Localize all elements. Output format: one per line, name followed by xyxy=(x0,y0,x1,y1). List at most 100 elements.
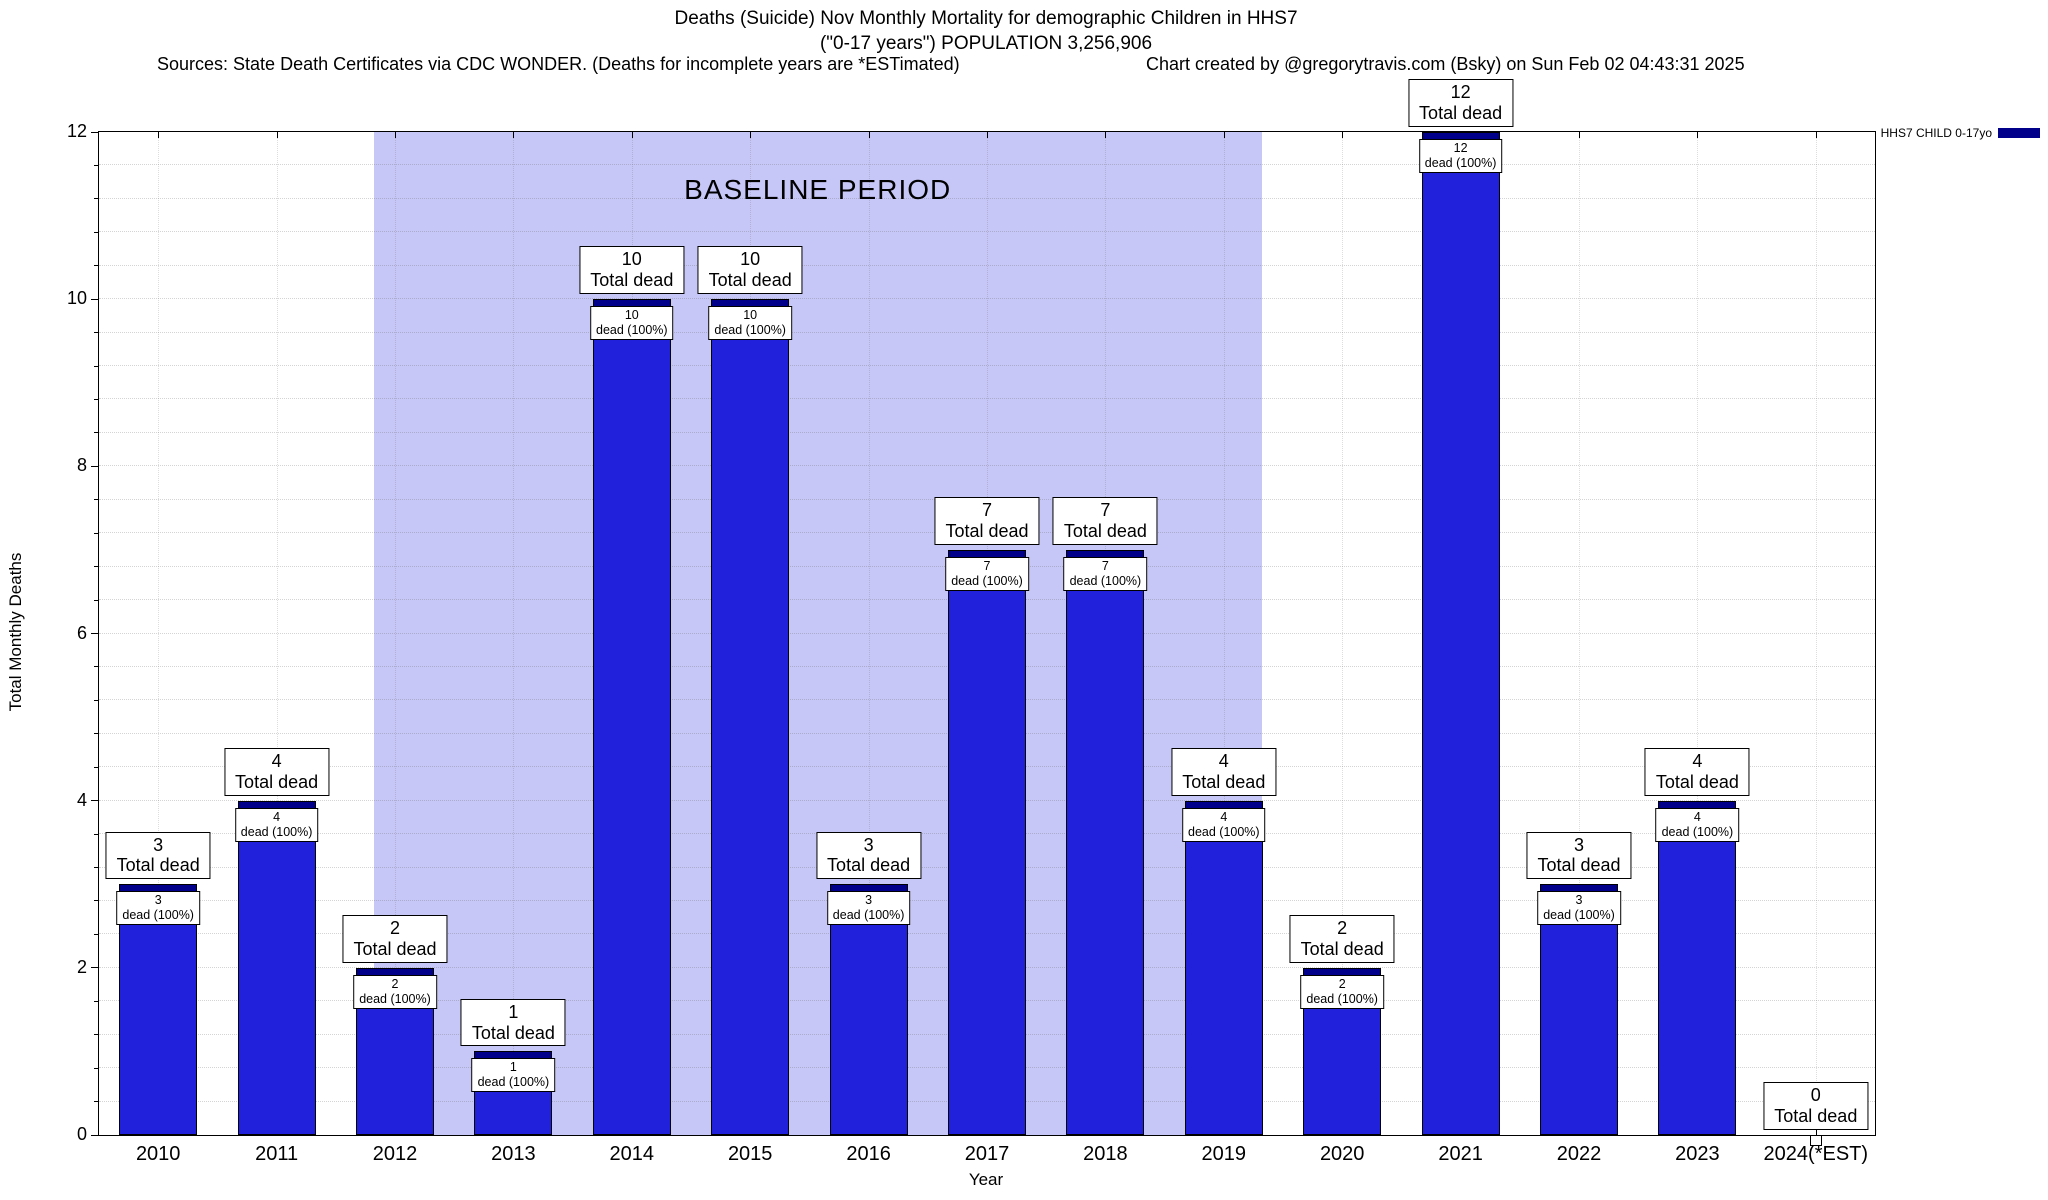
x-tick-label: 2010 xyxy=(135,1143,181,1165)
y-axis-tick xyxy=(91,800,99,802)
y-axis-tick xyxy=(91,967,99,969)
plot-area: BASELINE PERIOD 0 2 4 6 8 10 12 3 dead (100%) 3 Tot… xyxy=(67,79,1876,1165)
x-tick-label: 2019 xyxy=(1201,1143,1247,1165)
bar-top-cap xyxy=(1540,885,1618,892)
gridline-horizontal xyxy=(99,431,1875,433)
gridline-vertical xyxy=(1579,132,1580,1135)
y-tick-label: 8 xyxy=(76,455,87,476)
y-axis-minor-tick xyxy=(94,733,99,735)
gridline-vertical xyxy=(276,132,278,1135)
bar-inner-label: 1 dead (100%) xyxy=(471,1058,556,1093)
gridline-vertical xyxy=(1697,132,1699,1135)
bar-2010 xyxy=(119,884,198,1135)
bar-inner-label: 4 dead (100%) xyxy=(234,807,319,842)
top-axis-tick xyxy=(1579,132,1580,138)
bar-inner-label: 2 dead (100%) xyxy=(1300,974,1384,1009)
bar-2016 xyxy=(829,884,908,1135)
x-tick-label: 2013 xyxy=(491,1143,536,1165)
bar-2015 xyxy=(711,299,790,1135)
gridline-vertical xyxy=(868,132,870,1135)
y-axis-minor-tick xyxy=(94,566,99,568)
top-axis-tick xyxy=(987,132,988,138)
gridline-horizontal xyxy=(99,331,1875,333)
gridline-horizontal xyxy=(99,398,1875,400)
x-tick-label: 2022 xyxy=(1556,1143,1602,1165)
y-axis-tick xyxy=(91,465,99,467)
gridline-horizontal xyxy=(99,264,1875,266)
x-tick-label: 2020 xyxy=(1319,1143,1365,1165)
y-axis-minor-tick xyxy=(94,699,99,701)
y-tick-label: 2 xyxy=(76,956,87,977)
top-axis-tick xyxy=(868,132,870,138)
bar-top-cap xyxy=(1185,801,1262,808)
y-axis-tick xyxy=(91,633,99,634)
y-tick-label: 12 xyxy=(66,121,87,141)
legend: HHS7 CHILD 0-17yo xyxy=(1881,126,2040,140)
bar-inner-label: 10 dead (100%) xyxy=(708,306,792,341)
bar-2022 xyxy=(1539,884,1619,1135)
y-axis-title: Total Monthly Deaths xyxy=(6,552,25,712)
x-tick-label: 2024(*EST) xyxy=(1763,1143,1869,1165)
y-axis-minor-tick xyxy=(94,1101,99,1103)
top-axis-tick xyxy=(750,132,752,138)
y-axis-minor-tick xyxy=(94,432,99,434)
bar-top-cap xyxy=(593,300,670,307)
x-tick-label: 2021 xyxy=(1438,1143,1483,1165)
bar-total-label: 7 Total dead xyxy=(1052,497,1158,545)
sources-note: Sources: State Death Certificates via CD… xyxy=(157,54,960,74)
legend-swatch xyxy=(1998,128,2040,138)
top-axis-tick xyxy=(394,132,396,138)
x-tick-label: 2011 xyxy=(255,1143,299,1165)
top-axis-tick xyxy=(1223,132,1225,138)
bar-total-label: 10 Total dead xyxy=(579,246,685,295)
x-tick-label: 2014 xyxy=(609,1143,655,1165)
bottom-axis-tick xyxy=(1815,1129,1817,1135)
y-axis-minor-tick xyxy=(94,398,99,400)
bar-2014 xyxy=(592,299,671,1135)
bar-2017 xyxy=(947,549,1027,1135)
x-tick-label: 2012 xyxy=(372,1143,418,1165)
bar-2021 xyxy=(1421,132,1500,1135)
y-axis-minor-tick xyxy=(94,1000,99,1002)
bar-total-label: 4 Total dead xyxy=(1644,747,1750,796)
y-axis-minor-tick xyxy=(94,265,99,267)
y-axis-minor-tick xyxy=(94,1034,99,1036)
top-axis-tick xyxy=(1815,132,1817,138)
gridline-vertical xyxy=(158,132,160,1135)
x-tick-label: 2015 xyxy=(727,1143,773,1165)
bar-total-label: 3 Total dead xyxy=(1526,831,1632,880)
bar-inner-label: 3 dead (100%) xyxy=(826,891,911,926)
gridline-vertical xyxy=(1342,132,1344,1135)
x-tick-label: 2016 xyxy=(846,1143,891,1165)
bar-total-label: 2 Total dead xyxy=(342,915,448,963)
y-axis-tick xyxy=(91,131,99,133)
y-axis-minor-tick xyxy=(94,164,99,166)
bar-top-cap xyxy=(475,1052,552,1059)
y-tick-label: 0 xyxy=(76,1124,87,1144)
x-axis-title: Year xyxy=(968,1170,1004,1189)
y-axis-minor-tick xyxy=(94,599,99,601)
y-tick-label: 6 xyxy=(76,622,87,643)
gridline-vertical xyxy=(513,132,515,1135)
bar-inner-label: 2 dead (100%) xyxy=(353,974,437,1009)
baseline-region-label: BASELINE PERIOD xyxy=(684,174,952,205)
top-axis-tick xyxy=(513,132,515,138)
bar-top-cap xyxy=(948,550,1026,557)
x-tick-label: 2023 xyxy=(1675,1143,1720,1165)
y-axis-minor-tick xyxy=(94,833,99,835)
y-axis-tick xyxy=(91,1134,99,1136)
y-axis-minor-tick xyxy=(94,365,99,367)
bar-inner-label: 3 dead (100%) xyxy=(1537,891,1621,926)
bar-inner-label: 7 dead (100%) xyxy=(1063,556,1148,591)
gridline-horizontal xyxy=(99,197,1875,199)
bar-total-label: 7 Total dead xyxy=(934,497,1040,545)
y-axis-minor-tick xyxy=(94,198,99,200)
bar-total-label: 12 Total dead xyxy=(1408,79,1514,127)
top-axis-tick xyxy=(1697,132,1699,138)
chart-title-line1: Deaths (Suicide) Nov Monthly Mortality f… xyxy=(674,8,1298,29)
bar-inner-label: 10 dead (100%) xyxy=(590,306,674,341)
bar-total-label: 3 Total dead xyxy=(816,831,922,880)
bar-top-cap xyxy=(238,801,315,808)
bar-total-label: 2 Total dead xyxy=(1289,915,1395,963)
bar-inner-label: 4 dead (100%) xyxy=(1655,807,1740,842)
